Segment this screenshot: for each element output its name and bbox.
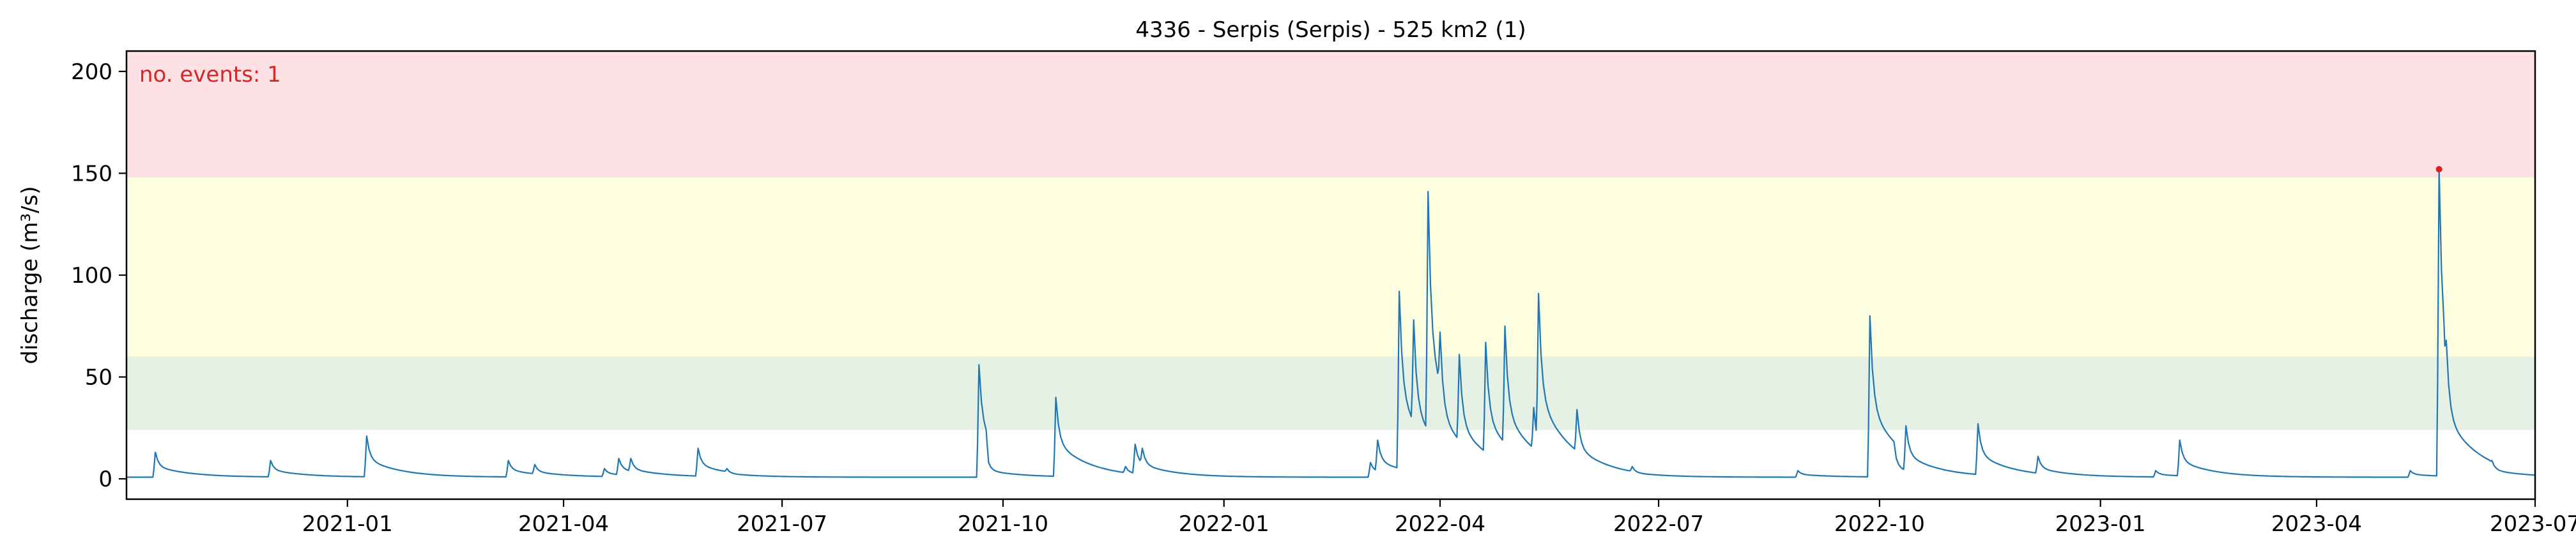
x-tick-label: 2021-07: [737, 511, 827, 537]
x-tick-label: 2021-01: [302, 511, 393, 537]
x-tick-label: 2022-10: [1834, 511, 1925, 537]
x-tick-label: 2022-04: [1395, 511, 1485, 537]
x-tick-label: 2022-07: [1613, 511, 1704, 537]
event-count-annotation: no. events: 1: [139, 62, 281, 87]
event-markers: [2435, 166, 2442, 173]
chart-title: 4336 - Serpis (Serpis) - 525 km2 (1): [1135, 17, 1526, 43]
y-axis: 0 50 100 150 200: [71, 59, 126, 492]
y-axis-label: discharge (m³/s): [17, 186, 43, 364]
x-tick-label: 2021-04: [518, 511, 609, 537]
y-tick-label: 0: [98, 467, 112, 492]
threshold-bands: [126, 51, 2535, 430]
y-tick-label: 200: [71, 59, 112, 85]
y-tick-label: 150: [71, 161, 112, 186]
x-tick-label: 2023-04: [2271, 511, 2362, 537]
x-tick-label: 2023-07: [2490, 511, 2576, 537]
x-tick-label: 2023-01: [2055, 511, 2146, 537]
y-tick-label: 100: [71, 263, 112, 289]
threshold-band-2: [126, 51, 2535, 177]
series-layer: [126, 169, 2536, 478]
threshold-band-1: [126, 177, 2535, 357]
x-tick-label: 2021-10: [958, 511, 1048, 537]
discharge-line: [126, 169, 2536, 478]
threshold-band-0: [126, 356, 2535, 430]
event-point-0: [2435, 166, 2442, 173]
x-tick-label: 2022-01: [1179, 511, 1269, 537]
y-tick-label: 50: [85, 365, 112, 391]
x-axis: 2021-01 2021-04 2021-07 2021-10 2022-01 2022-…: [302, 499, 2576, 537]
